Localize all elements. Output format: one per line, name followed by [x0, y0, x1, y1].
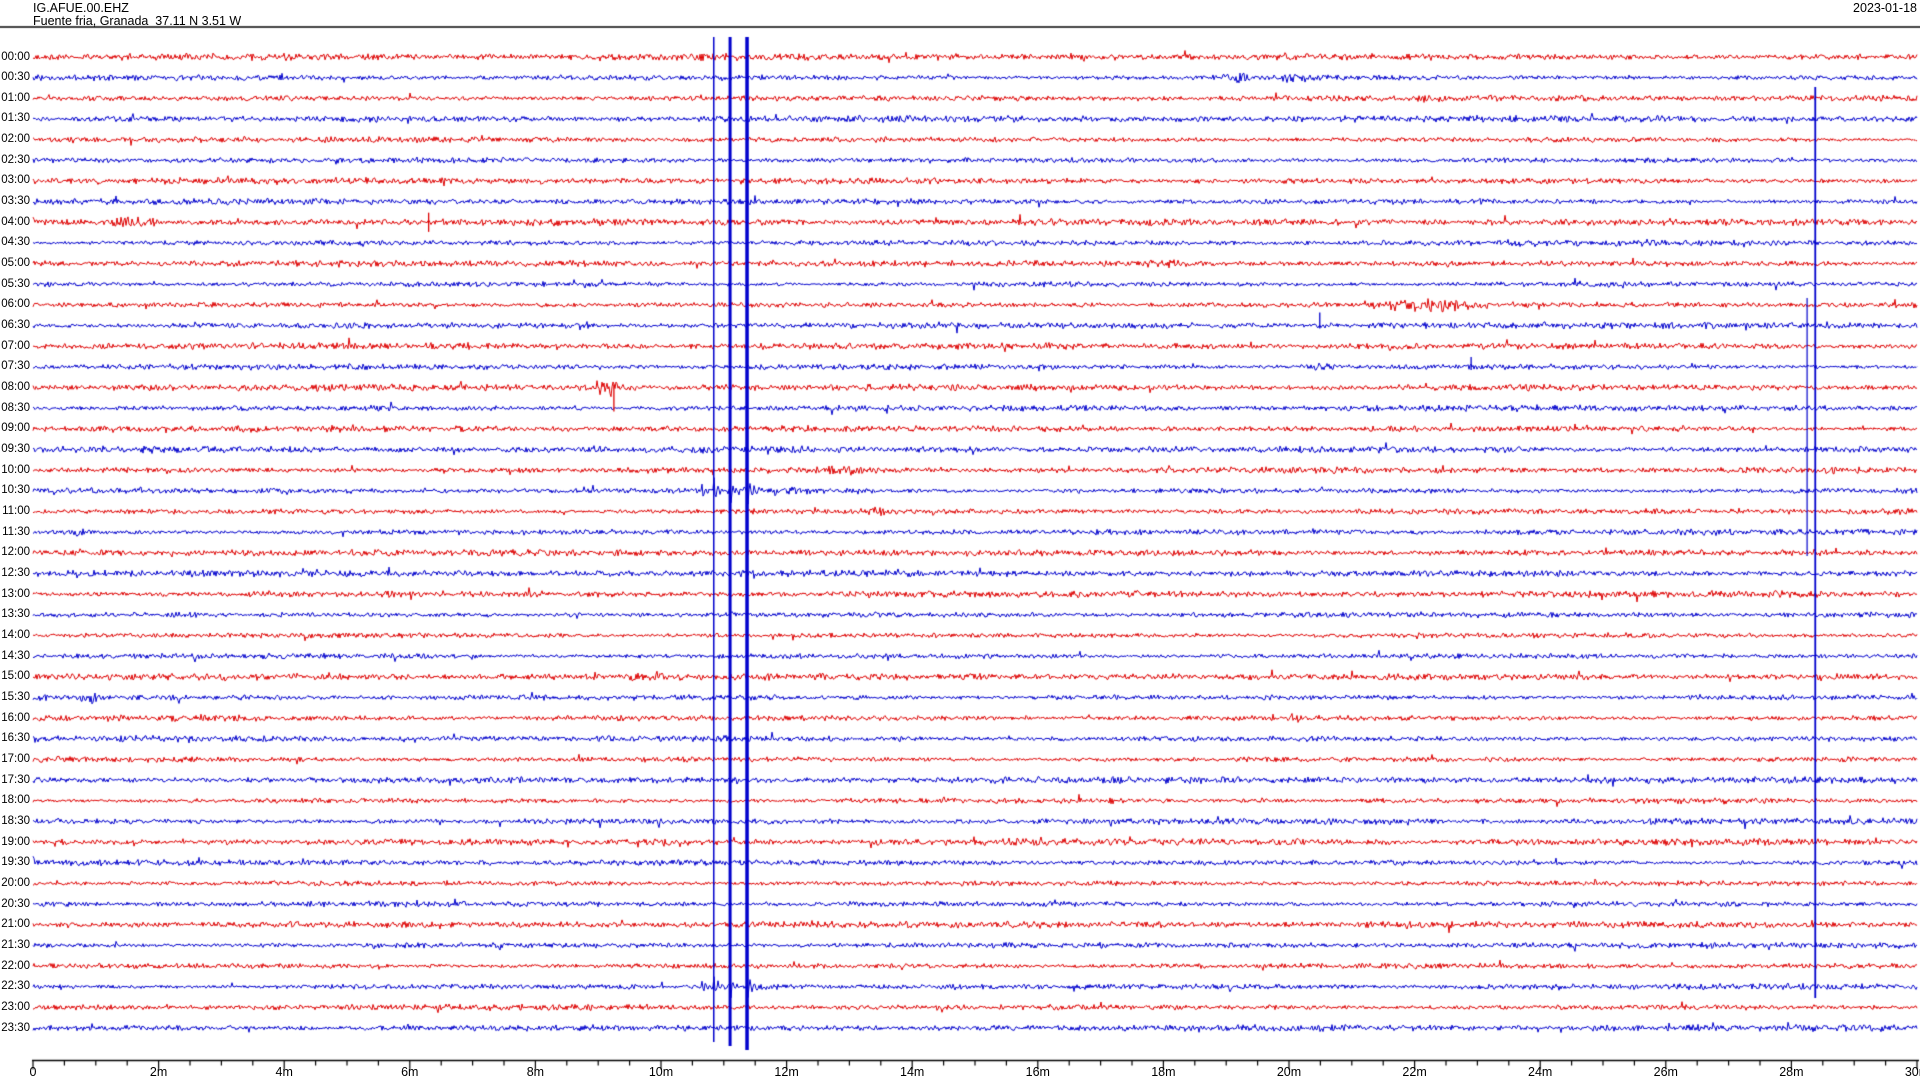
- seismogram-canvas: [0, 0, 1920, 1080]
- helicorder-page: { "header": { "station": "IG.AFUE.00.EHZ…: [0, 0, 1920, 1080]
